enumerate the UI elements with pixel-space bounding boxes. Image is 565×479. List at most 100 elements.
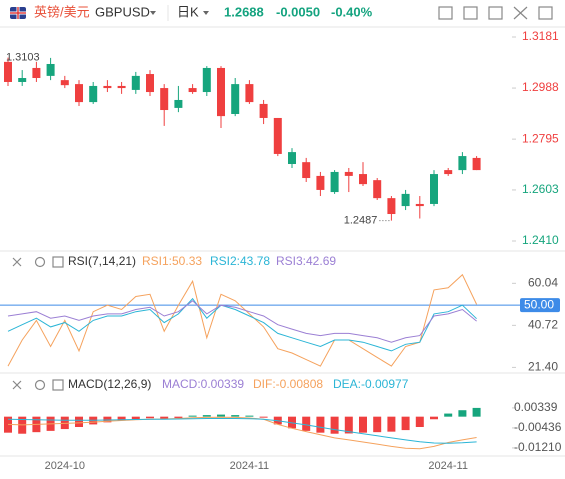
candle-body — [430, 174, 438, 204]
histogram-bar — [217, 414, 225, 417]
candle-body — [75, 84, 83, 103]
candle-body — [245, 84, 254, 103]
y-tick-label: 1.3181 — [522, 29, 559, 43]
x-tick-label: 2024-11 — [428, 460, 468, 472]
candle-body — [89, 85, 98, 103]
legend-entry: RSI3:42.69 — [276, 254, 336, 268]
histogram-bar — [75, 416, 83, 427]
histogram-bar — [146, 416, 154, 419]
candle-body — [344, 171, 353, 176]
histogram-bar — [458, 410, 467, 417]
indicator-line — [7, 300, 477, 343]
y-tick-label: 21.40 — [528, 360, 558, 374]
y-tick-label: 50.00 — [524, 297, 554, 311]
candle-body — [373, 180, 382, 199]
histogram-bar — [202, 415, 211, 417]
candle-body — [4, 61, 12, 82]
histogram-bar — [430, 416, 438, 420]
expand-icon[interactable] — [52, 256, 64, 268]
candle-body — [316, 175, 325, 190]
histogram-bar — [344, 416, 353, 434]
indicator-title: MACD(12,26,9) — [68, 377, 151, 391]
candle-body — [146, 74, 154, 93]
close-icon[interactable] — [12, 257, 22, 267]
settings-icon[interactable] — [34, 256, 46, 268]
candle-body — [217, 67, 225, 117]
close-icon[interactable] — [12, 380, 22, 390]
settings-icon[interactable] — [34, 379, 46, 391]
histogram-bar — [188, 415, 197, 417]
candle-body — [231, 84, 240, 114]
tool-icon[interactable] — [463, 6, 478, 20]
max-label: 1.3103 — [6, 52, 40, 64]
candle-body — [131, 75, 140, 90]
macd-controls — [12, 379, 64, 391]
rsi-controls — [12, 256, 64, 268]
candle-body — [60, 80, 69, 86]
candle-body — [174, 99, 183, 108]
candle-body — [330, 171, 339, 193]
histogram-bar — [472, 407, 481, 417]
symbol: GBPUSD — [95, 4, 150, 19]
y-tick-label: 60.04 — [528, 275, 558, 289]
tool-icon[interactable] — [488, 6, 503, 20]
period[interactable]: 日K — [177, 4, 199, 19]
y-tick-label: -0.00436 — [514, 420, 562, 434]
y-tick-label: 1.2988 — [522, 80, 559, 94]
histogram-bar — [444, 413, 453, 417]
period-dropdown[interactable] — [203, 11, 209, 15]
indicator-line — [7, 273, 478, 367]
candle-body — [117, 85, 126, 89]
histogram-bar — [316, 416, 325, 433]
histogram-bar — [131, 416, 140, 420]
candle-body — [288, 152, 296, 165]
histogram-bar — [231, 415, 240, 417]
candle-body — [160, 88, 169, 111]
candle-body — [387, 198, 396, 215]
candle-body — [401, 193, 410, 207]
pair-name: 英镑/美元 — [34, 4, 90, 19]
x-tick-label: 2024-10 — [45, 460, 85, 472]
candle-body — [259, 103, 268, 118]
candle-body — [472, 157, 481, 171]
histogram-bar — [302, 416, 311, 431]
candle-body — [444, 170, 453, 175]
candle-body — [359, 174, 367, 185]
legend-entry: RSI1:50.33 — [142, 254, 202, 268]
histogram-bar — [117, 416, 126, 421]
legend-entry: RSI2:43.78 — [210, 254, 270, 268]
legend-entry: DEA:-0.00977 — [333, 377, 409, 391]
candle-body — [46, 63, 55, 76]
y-tick-label: 0.00339 — [514, 400, 558, 414]
tool-icon[interactable] — [438, 6, 453, 20]
y-tick-label: 40.72 — [528, 318, 558, 332]
candle-body — [302, 162, 311, 179]
change-pct: -0.40% — [331, 4, 373, 19]
tool-icon[interactable] — [538, 6, 553, 20]
symbol-dropdown[interactable] — [150, 11, 156, 15]
flag-icon — [10, 7, 26, 19]
histogram-bar — [160, 416, 169, 419]
histogram-bar — [259, 416, 268, 418]
indicator-title: RSI(7,14,21) — [68, 254, 136, 268]
histogram-bar — [330, 416, 339, 434]
x-tick-label: 2024-11 — [230, 460, 270, 472]
histogram-bar — [60, 416, 69, 430]
histogram-bar — [373, 416, 382, 433]
toolbar — [438, 6, 553, 20]
candle-body — [273, 117, 282, 154]
candle-body — [18, 78, 27, 82]
histogram-bar — [387, 416, 396, 432]
tool-icon[interactable] — [513, 6, 528, 20]
candle-body — [188, 88, 197, 93]
reference-badge — [520, 298, 560, 313]
y-tick-label: 1.2603 — [522, 182, 559, 196]
histogram-bar — [415, 416, 424, 427]
indicator-line — [7, 416, 477, 450]
min-label: 1.2487 — [344, 215, 378, 227]
change: -0.0050 — [276, 4, 320, 19]
expand-icon[interactable] — [52, 379, 64, 391]
price: 1.2688 — [224, 4, 264, 19]
candle-body — [202, 67, 211, 93]
